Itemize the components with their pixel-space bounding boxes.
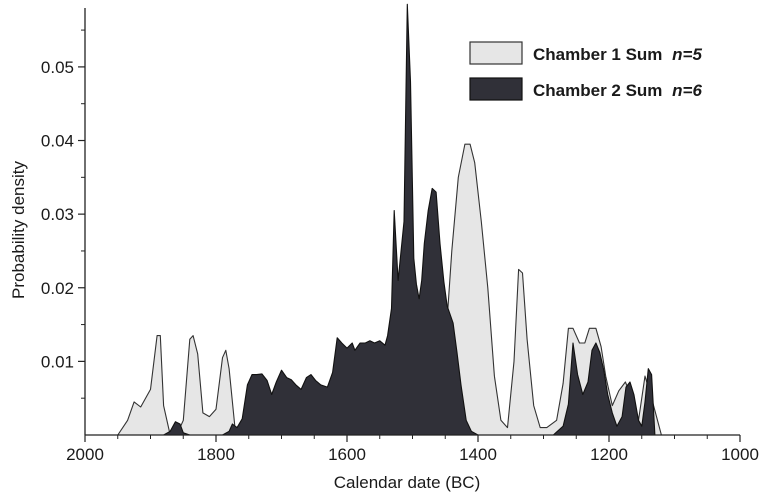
x-tick-label: 1400 xyxy=(459,445,497,464)
legend-n-chamber-1: n=5 xyxy=(672,45,702,64)
legend-swatch-chamber-1 xyxy=(469,41,523,65)
x-tick-label: 2000 xyxy=(66,445,104,464)
legend-label-chamber-2: Chamber 2 Sum n=6 xyxy=(533,81,702,100)
legend-label-chamber-1: Chamber 1 Sum n=5 xyxy=(533,45,702,64)
legend: Chamber 1 Sum n=5 Chamber 2 Sum n=6 xyxy=(469,41,702,101)
series-area-chamber-2 xyxy=(163,3,656,436)
y-axis-title: Probability density xyxy=(9,161,28,299)
x-tick-label: 1600 xyxy=(328,445,366,464)
y-tick-label: 0.05 xyxy=(41,58,74,77)
legend-name-chamber-2: Chamber 2 Sum xyxy=(533,81,662,100)
y-tick-label: 0.04 xyxy=(41,132,74,151)
legend-name-chamber-1: Chamber 1 Sum xyxy=(533,45,662,64)
legend-n-chamber-2: n=6 xyxy=(672,81,702,100)
x-tick-label: 1200 xyxy=(590,445,628,464)
y-tick-label: 0.01 xyxy=(41,352,74,371)
y-tick-label: 0.03 xyxy=(41,205,74,224)
legend-swatch-chamber-2 xyxy=(469,77,523,101)
x-tick-label: 1000 xyxy=(721,445,759,464)
series-layer xyxy=(117,3,662,436)
x-tick-label: 1800 xyxy=(197,445,235,464)
y-tick-label: 0.02 xyxy=(41,279,74,298)
ticks-layer: 2000 1800 1600 1400 1200 1000 0.01 0.02 0.03 0.04… xyxy=(41,29,759,464)
x-axis-title: Calendar date (BC) xyxy=(334,473,480,492)
